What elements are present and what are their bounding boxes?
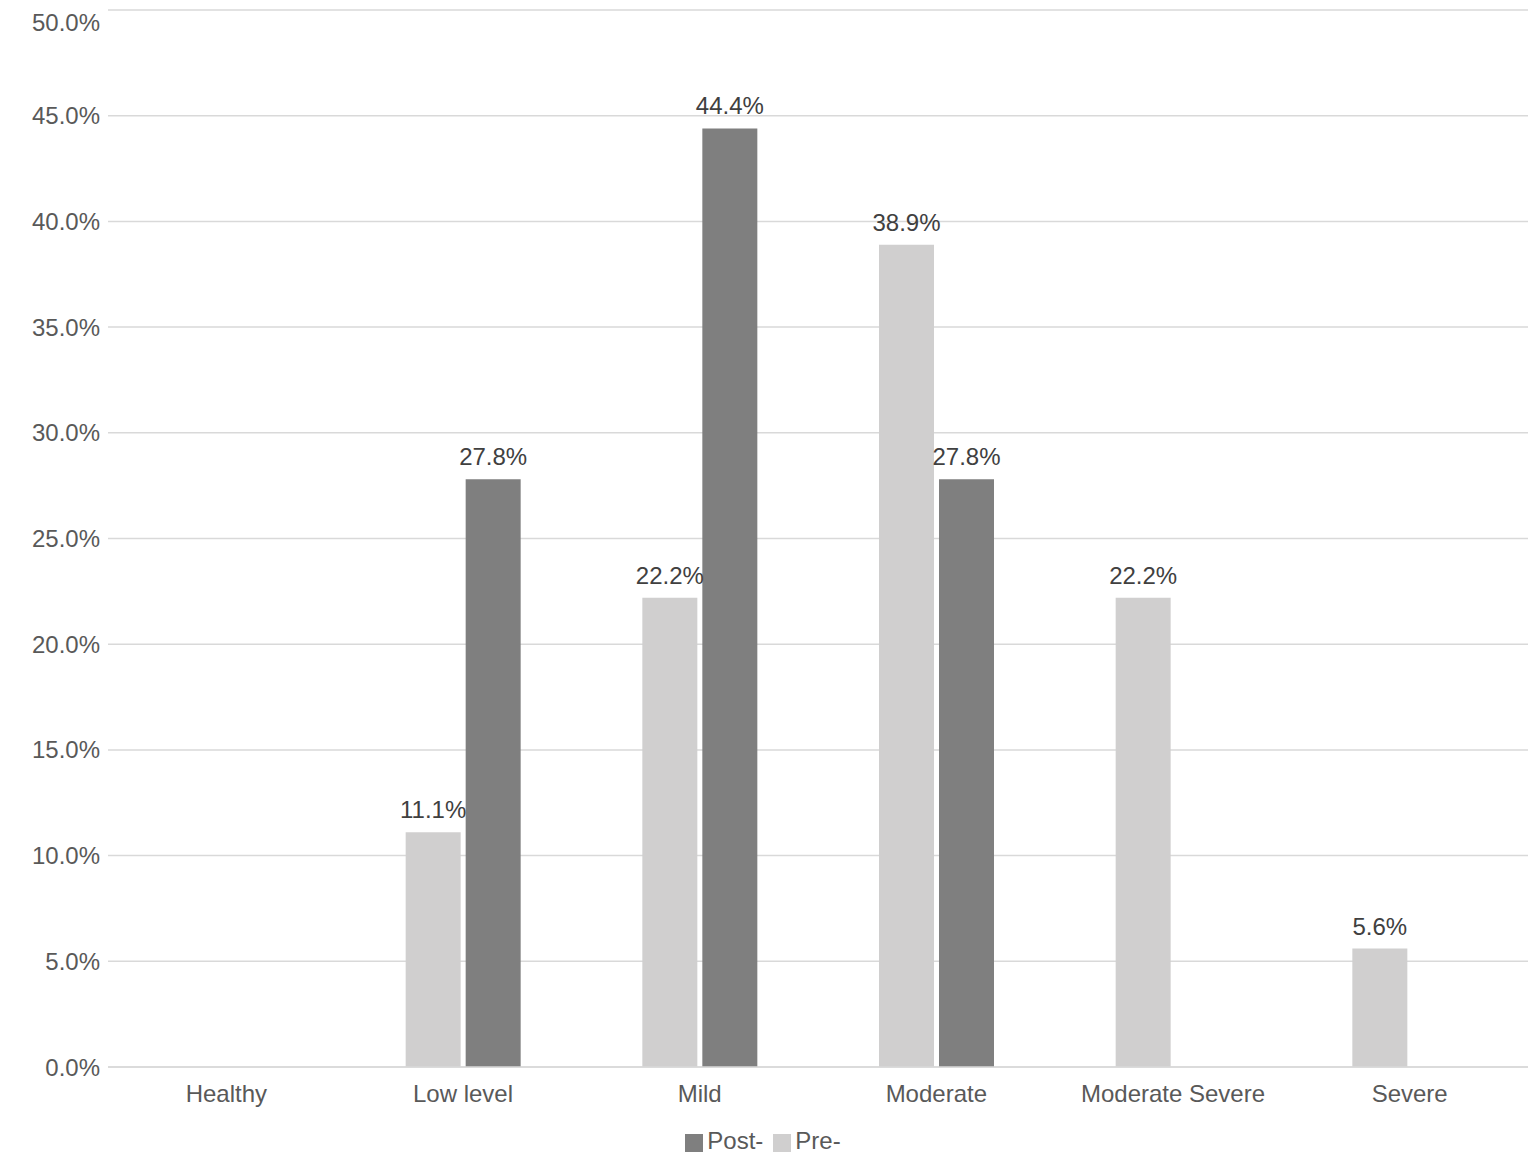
svg-text:44.4%: 44.4% xyxy=(696,92,764,119)
svg-text:50.0%: 50.0% xyxy=(32,9,100,36)
svg-text:25.0%: 25.0% xyxy=(32,525,100,552)
svg-text:30.0%: 30.0% xyxy=(32,419,100,446)
svg-text:5.6%: 5.6% xyxy=(1352,913,1407,940)
svg-text:35.0%: 35.0% xyxy=(32,314,100,341)
svg-text:Severe: Severe xyxy=(1372,1080,1448,1107)
svg-text:Moderate Severe: Moderate Severe xyxy=(1081,1080,1265,1107)
svg-text:22.2%: 22.2% xyxy=(1109,562,1177,589)
svg-text:22.2%: 22.2% xyxy=(636,562,704,589)
svg-text:27.8%: 27.8% xyxy=(459,443,527,470)
html-text:Pre-: Pre- xyxy=(795,1127,841,1154)
svg-text:45.0%: 45.0% xyxy=(32,102,100,129)
svg-text:0.0%: 0.0% xyxy=(45,1054,100,1081)
svg-text:15.0%: 15.0% xyxy=(32,736,100,763)
svg-text:40.0%: 40.0% xyxy=(32,208,100,235)
svg-text:11.1%: 11.1% xyxy=(400,796,466,823)
svg-text:Low level: Low level xyxy=(413,1080,513,1107)
svg-text:27.8%: 27.8% xyxy=(932,443,1000,470)
svg-text:38.9%: 38.9% xyxy=(872,209,940,236)
html-text:Post-: Post- xyxy=(707,1127,764,1154)
svg-text:Healthy: Healthy xyxy=(186,1080,267,1107)
svg-text:Mild: Mild xyxy=(678,1080,722,1107)
svg-text:Moderate: Moderate xyxy=(886,1080,987,1107)
svg-text:5.0%: 5.0% xyxy=(45,948,100,975)
svg-text:10.0%: 10.0% xyxy=(32,842,100,869)
svg-text:20.0%: 20.0% xyxy=(32,631,100,658)
